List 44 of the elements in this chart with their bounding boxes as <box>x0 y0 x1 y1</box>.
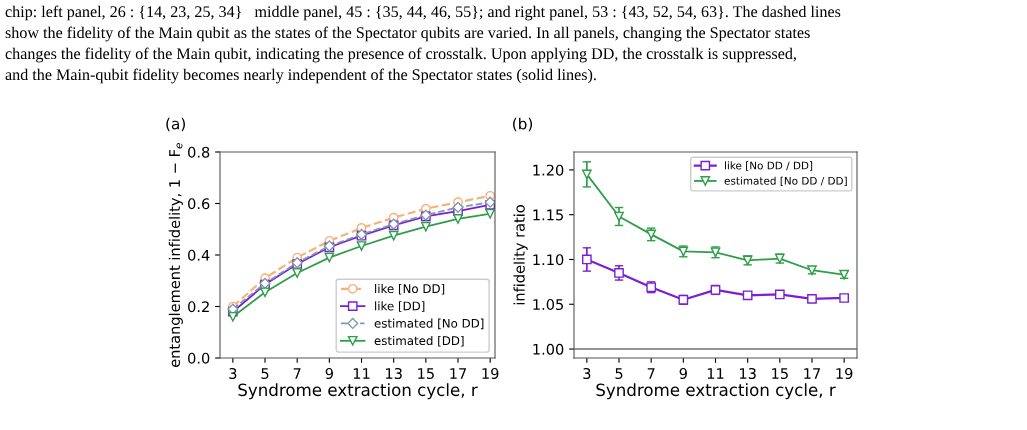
x-tick-label: 11 <box>707 368 724 379</box>
y-axis-title: infidelity ratio <box>513 205 528 305</box>
y-tick-label: 0.2 <box>188 301 209 313</box>
x-tick-label: 15 <box>418 368 434 380</box>
y-tick-label: 0.4 <box>188 249 210 261</box>
y-tick-label: 1.10 <box>533 254 564 266</box>
chart-title: (b) <box>513 117 533 132</box>
x-tick-label: 19 <box>482 367 499 380</box>
x-tick-label: 9 <box>325 367 333 380</box>
text: chip: left panel, 26 : {14, 23, 25, 34} middle panel, 45 : {35, 44, 46, 55}; and right panel, 53 : {43, 52, 54, 63}. The dashed lines <box>5 5 841 21</box>
text: and the Main-qubit fidelity becomes nearly independent of the Spectator states (solid lines). <box>5 68 596 84</box>
x-tick-label: 19 <box>836 367 853 380</box>
chart-title: (a) <box>166 117 185 132</box>
legend-label: estimated [DD] <box>374 335 464 347</box>
y-tick-label: 1.05 <box>533 298 563 311</box>
x-tick-label: 13 <box>739 367 756 380</box>
x-tick-label: 13 <box>386 367 402 380</box>
y-tick-label: 1.00 <box>533 343 564 355</box>
text: show the fidelity of the Main qubit as the states of the Spectator qubits are varied. In all panels, changing the Spectator states <box>5 26 810 42</box>
y-tick-label: 1.20 <box>533 164 564 176</box>
legend-label: like [DD] <box>375 301 425 312</box>
legend-label: estimated [No DD] <box>374 318 484 330</box>
x-tick-label: 9 <box>679 367 687 380</box>
y-tick-label: 0.8 <box>188 146 210 158</box>
x-tick-label: 7 <box>293 368 301 379</box>
x-tick-label: 11 <box>353 368 370 379</box>
y-tick-label: 0.6 <box>188 198 210 210</box>
x-axis-title: Syndrome extraction cycle, r <box>238 383 478 400</box>
x-tick-label: 17 <box>450 368 467 379</box>
text: changes the fidelity of the Main qubit, indicating the presence of crosstalk. Upon applying DD, the crosstalk is suppressed, <box>5 47 796 63</box>
x-axis-title: Syndrome extraction cycle, r <box>596 383 836 400</box>
x-tick-label: 3 <box>229 367 237 380</box>
x-tick-label: 5 <box>615 368 623 380</box>
y-tick-label: 0.0 <box>188 352 210 364</box>
x-tick-label: 17 <box>804 368 821 379</box>
legend-label: like [No DD / DD] <box>725 161 813 171</box>
legend-label: like [No DD] <box>375 283 445 295</box>
x-tick-label: 3 <box>583 367 591 380</box>
y-tick-label: 1.15 <box>533 209 563 221</box>
legend-label: estimated [No DD / DD] <box>724 176 847 186</box>
x-tick-label: 7 <box>647 368 655 379</box>
x-tick-label: 5 <box>261 368 269 380</box>
x-tick-label: 15 <box>772 368 788 380</box>
y-axis-title: entanglement infidelity, 1 − F$_{e}$ <box>168 143 183 367</box>
